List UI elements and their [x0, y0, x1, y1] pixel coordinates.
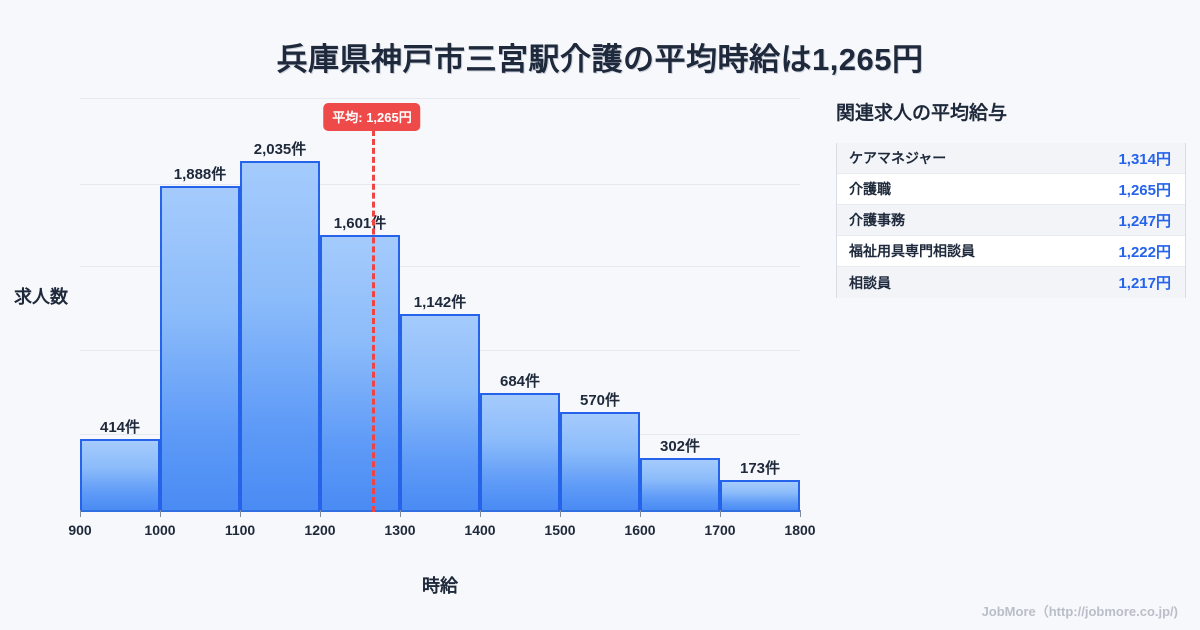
x-tick	[480, 510, 481, 517]
x-tick	[560, 510, 561, 517]
bar-value-label: 684件	[499, 372, 541, 390]
gridline	[80, 266, 800, 268]
salary-row: 介護事務 1,247円	[837, 205, 1185, 236]
x-tick	[640, 510, 641, 517]
x-tick-label: 1200	[304, 522, 336, 538]
bar-value-label: 302件	[659, 438, 701, 456]
salary-row: 福祉用具専門相談員 1,222円	[837, 236, 1185, 267]
salary-role-label: ケアマネジャー	[849, 150, 947, 166]
salary-role-label: 福祉用具専門相談員	[849, 243, 975, 259]
related-salary-title: 関連求人の平均給与	[836, 103, 1008, 124]
x-tick-label: 1000	[144, 522, 176, 538]
x-tick	[720, 510, 721, 517]
salary-row: ケアマネジャー 1,314円	[837, 143, 1185, 174]
average-badge: 平均: 1,265円	[323, 103, 421, 131]
x-axis-line	[80, 510, 800, 512]
salary-value: 1,247円	[1118, 212, 1171, 230]
bar-value-label: 1,142件	[413, 293, 467, 311]
histogram-bar	[320, 235, 400, 510]
source-footer: JobMore（http://jobmore.co.jp/)	[981, 604, 1178, 619]
histogram-chart: 求人数 414件 1,888件 2,035件 1,601件 1,142件 684件 570件…	[14, 98, 816, 596]
x-tick-label: 900	[68, 522, 92, 538]
histogram-bar	[80, 438, 160, 510]
page-title: 兵庫県神戸市三宮駅介護の平均時給は1,265円	[276, 42, 924, 77]
histogram-bar	[160, 185, 240, 510]
bar-value-label: 570件	[579, 392, 621, 410]
salary-value: 1,222円	[1118, 243, 1171, 261]
x-tick	[400, 510, 401, 517]
histogram-bar	[560, 412, 640, 510]
related-salary-table: ケアマネジャー 1,314円介護職 1,265円介護事務 1,247円福祉用具専門相談…	[836, 143, 1186, 298]
x-tick-label: 1700	[704, 522, 736, 538]
salary-value: 1,314円	[1118, 150, 1171, 168]
salary-row: 介護職 1,265円	[837, 174, 1185, 205]
histogram-bar	[720, 480, 800, 510]
gridline	[80, 183, 800, 185]
x-tick-label: 1800	[784, 522, 816, 538]
average-line	[372, 130, 375, 512]
x-tick-label: 1300	[384, 522, 416, 538]
y-axis-title: 求人数	[14, 287, 68, 307]
x-tick-label: 1600	[624, 522, 656, 538]
x-tick-label: 1500	[544, 522, 576, 538]
related-salary-panel: 関連求人の平均給与 ケアマネジャー 1,314円介護職 1,265円介護事務 1,24…	[836, 98, 1186, 298]
salary-role-label: 介護事務	[849, 212, 905, 228]
x-tick-label: 1400	[464, 522, 496, 538]
salary-role-label: 相談員	[849, 274, 891, 291]
salary-role-label: 介護職	[849, 181, 891, 197]
x-tick	[80, 510, 81, 517]
plot-area: 414件 1,888件 2,035件 1,601件 1,142件 684件 570件 302件…	[80, 98, 800, 510]
bar-value-label: 1,888件	[173, 165, 227, 183]
salary-value: 1,217円	[1118, 275, 1171, 292]
x-axis-title: 時給	[422, 576, 458, 596]
bar-value-label: 1,601件	[333, 215, 387, 233]
histogram-bar	[400, 313, 480, 510]
histogram-bar	[480, 392, 560, 510]
x-tick	[160, 510, 161, 517]
histogram-bar	[640, 458, 720, 510]
x-tick	[240, 510, 241, 517]
bar-value-label: 2,035件	[253, 140, 307, 158]
x-tick	[320, 510, 321, 517]
bar-value-label: 173件	[739, 460, 781, 478]
x-tick	[800, 510, 801, 517]
x-tick-label: 1100	[224, 522, 256, 538]
gridline	[80, 98, 800, 99]
salary-value: 1,265円	[1118, 181, 1171, 199]
salary-row: 相談員 1,217円	[837, 267, 1185, 298]
bar-value-label: 414件	[99, 418, 141, 436]
histogram-bar	[240, 160, 320, 510]
